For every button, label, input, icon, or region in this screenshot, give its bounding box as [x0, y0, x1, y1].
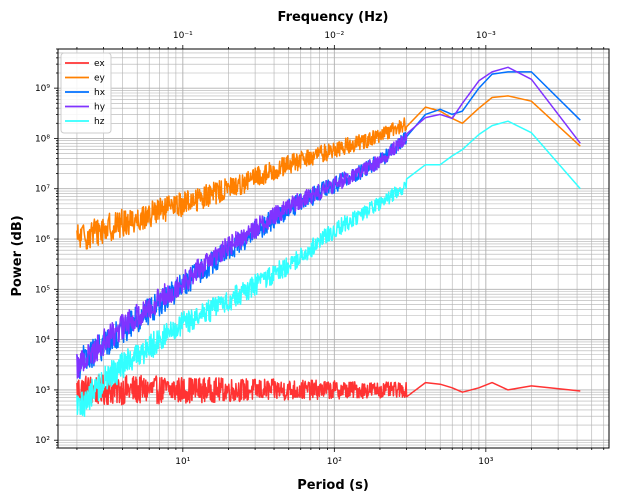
series-line-hy — [76, 66, 581, 379]
series-line-ey — [76, 95, 581, 250]
series-line-hz — [76, 120, 581, 418]
y-tick-label: 10⁷ — [35, 185, 50, 195]
y-tick-label: 10⁸ — [35, 134, 50, 144]
y-tick-label: 10⁶ — [35, 235, 50, 245]
top-x-tick-label: 10⁻² — [324, 31, 344, 41]
y-axis-title: Power (dB) — [10, 215, 25, 296]
legend-label-hy: hy — [94, 103, 106, 113]
legend-label-ey: ey — [94, 74, 106, 84]
top-axis-title: Frequency (Hz) — [278, 10, 389, 25]
y-tick-label: 10⁹ — [35, 84, 50, 94]
series-layer — [76, 66, 581, 418]
series-line-ex — [76, 373, 581, 406]
y-tick-label: 10⁵ — [35, 285, 50, 295]
top-x-tick-label: 10⁻¹ — [173, 31, 193, 41]
y-tick-label: 10² — [35, 436, 50, 446]
plot-frame — [57, 48, 610, 449]
legend: ex ey hx hy hz — [60, 52, 112, 134]
x-tick-label: 10¹ — [175, 457, 190, 467]
y-tick-label: 10³ — [35, 386, 50, 396]
legend-box — [60, 52, 112, 134]
x-tick-label: 10² — [327, 457, 342, 467]
tick-layer: 10¹ 10² 10³ 10⁻¹ 10⁻² 10⁻³ 10² 10³ 10⁴ 10⁵ 10⁶ 10⁷ 1… — [35, 31, 605, 467]
top-x-tick-label: 10⁻³ — [476, 31, 496, 41]
legend-label-hz: hz — [94, 117, 105, 127]
x-axis-title: Period (s) — [297, 478, 369, 493]
y-tick-label: 10⁴ — [35, 336, 50, 346]
x-tick-label: 10³ — [478, 457, 493, 467]
legend-label-hx: hx — [94, 88, 106, 98]
legend-label-ex: ex — [94, 59, 105, 69]
